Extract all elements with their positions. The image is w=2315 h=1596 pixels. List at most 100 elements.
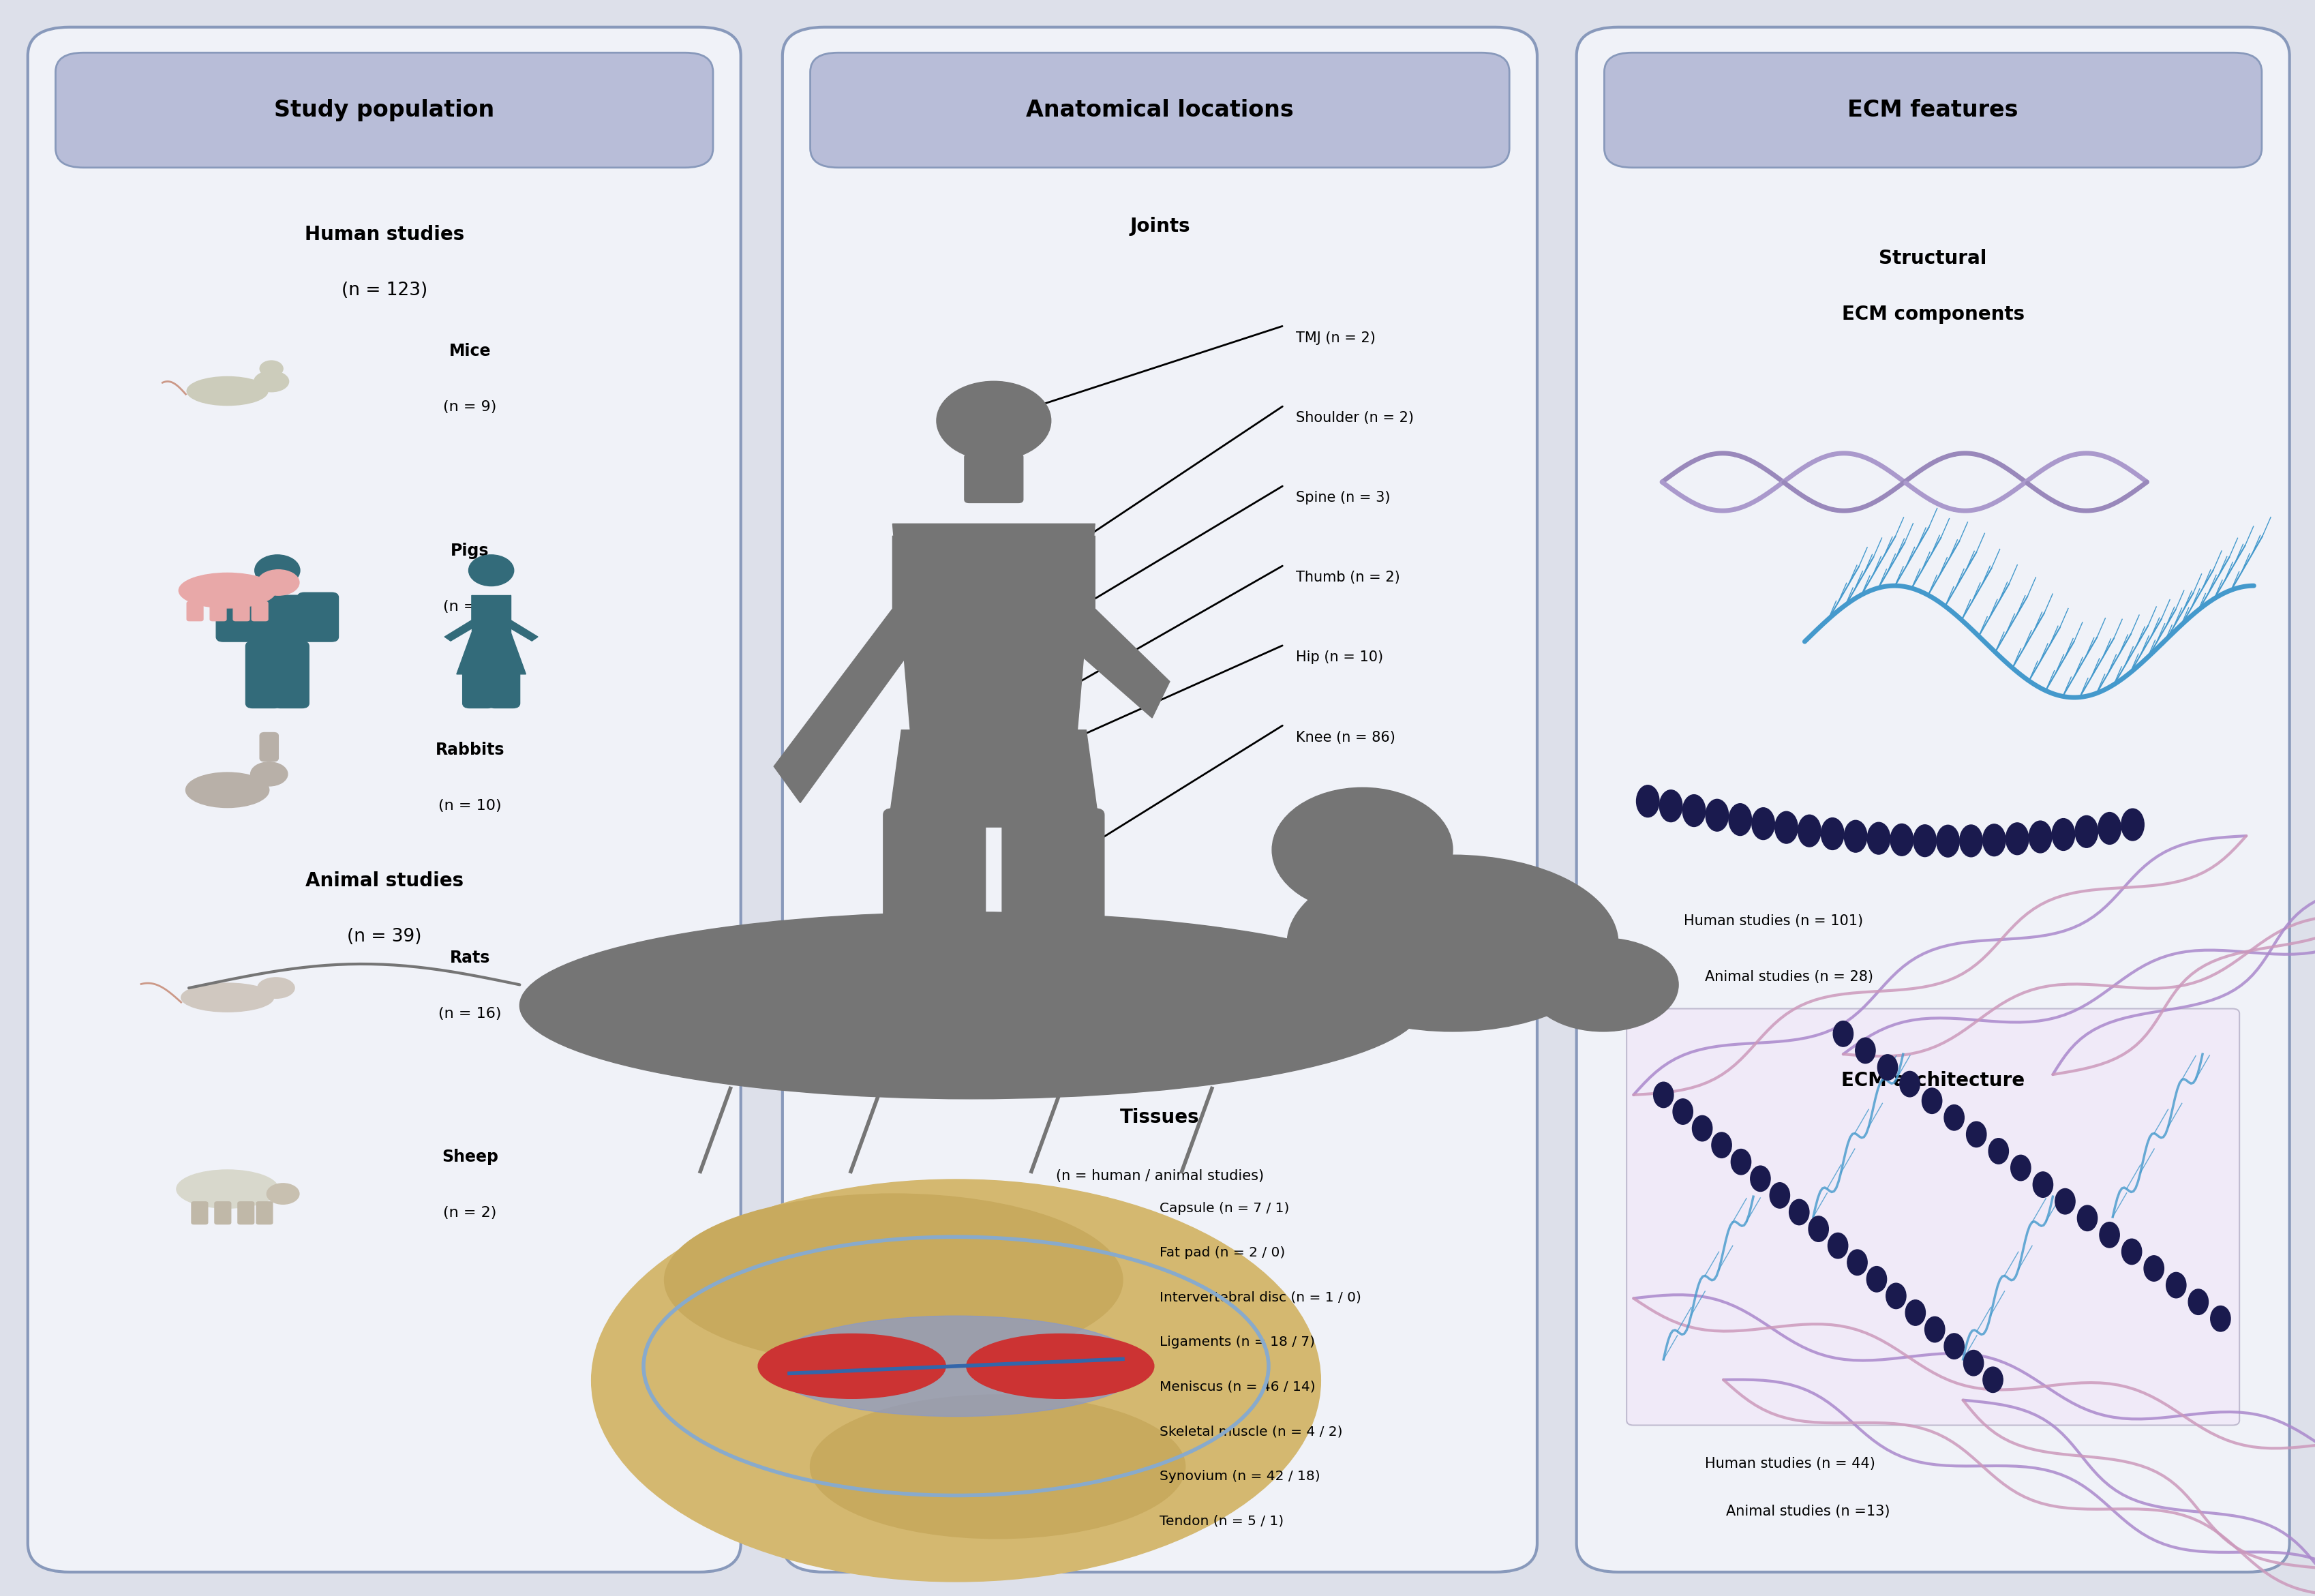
FancyBboxPatch shape	[259, 733, 278, 761]
Ellipse shape	[1660, 790, 1683, 822]
Text: Rats: Rats	[449, 950, 491, 966]
Ellipse shape	[1528, 938, 1678, 1031]
Polygon shape	[472, 595, 512, 632]
Text: Shoulder (n = 2): Shoulder (n = 2)	[1296, 412, 1414, 425]
FancyBboxPatch shape	[488, 669, 521, 709]
Text: Hip (n = 10): Hip (n = 10)	[1296, 651, 1382, 664]
Ellipse shape	[1808, 1216, 1829, 1242]
Ellipse shape	[1877, 1055, 1898, 1080]
Text: (n = 10): (n = 10)	[438, 800, 502, 812]
Ellipse shape	[176, 1170, 278, 1208]
Text: ECM components: ECM components	[1843, 305, 2023, 324]
Ellipse shape	[178, 573, 275, 608]
Ellipse shape	[1683, 795, 1706, 827]
FancyBboxPatch shape	[884, 809, 986, 991]
Text: Spine (n = 3): Spine (n = 3)	[1296, 492, 1389, 504]
Ellipse shape	[1732, 1149, 1750, 1175]
Text: Thumb (n = 2): Thumb (n = 2)	[1296, 571, 1401, 584]
Text: Ligaments (n = 18 / 7): Ligaments (n = 18 / 7)	[1160, 1336, 1315, 1349]
Polygon shape	[456, 632, 526, 674]
Ellipse shape	[2074, 816, 2097, 847]
Ellipse shape	[1752, 808, 1776, 839]
Text: (n = 16): (n = 16)	[438, 1007, 502, 1020]
Text: Skeletal muscle (n = 4 / 2): Skeletal muscle (n = 4 / 2)	[1160, 1425, 1343, 1438]
Ellipse shape	[1924, 1317, 1945, 1342]
Ellipse shape	[1750, 1165, 1771, 1191]
FancyBboxPatch shape	[238, 1202, 255, 1224]
Ellipse shape	[2100, 1223, 2121, 1248]
Ellipse shape	[1637, 785, 1660, 817]
Ellipse shape	[1692, 1116, 1713, 1141]
Ellipse shape	[1653, 1082, 1674, 1108]
FancyBboxPatch shape	[782, 27, 1537, 1572]
Ellipse shape	[1938, 825, 1958, 857]
FancyBboxPatch shape	[56, 53, 713, 168]
Text: Knee (n = 86): Knee (n = 86)	[1296, 731, 1396, 744]
Ellipse shape	[1868, 822, 1889, 854]
Ellipse shape	[2097, 812, 2121, 844]
Circle shape	[468, 555, 514, 586]
Ellipse shape	[181, 983, 273, 1012]
Text: Undefined (n = 12): Undefined (n = 12)	[1296, 871, 1433, 884]
FancyBboxPatch shape	[215, 1202, 232, 1224]
Text: Rabbits: Rabbits	[435, 742, 505, 758]
Ellipse shape	[185, 772, 269, 808]
FancyBboxPatch shape	[252, 602, 269, 621]
Ellipse shape	[1833, 1021, 1854, 1047]
Text: Meniscus (n = 46 / 14): Meniscus (n = 46 / 14)	[1160, 1381, 1315, 1393]
Ellipse shape	[2028, 820, 2051, 852]
Ellipse shape	[2051, 819, 2074, 851]
FancyBboxPatch shape	[296, 592, 338, 642]
Polygon shape	[773, 536, 933, 803]
Text: Synovium (n = 42 / 18): Synovium (n = 42 / 18)	[1160, 1470, 1320, 1483]
Ellipse shape	[1887, 1283, 1905, 1309]
Ellipse shape	[1854, 1037, 1875, 1063]
Ellipse shape	[1963, 1350, 1984, 1376]
Text: Human studies: Human studies	[306, 225, 463, 244]
Text: Stifle (n = 39): Stifle (n = 39)	[1296, 1015, 1396, 1028]
Ellipse shape	[2005, 824, 2028, 855]
Text: ECM features: ECM features	[1847, 99, 2019, 121]
Ellipse shape	[965, 1334, 1153, 1398]
Text: Animal studies: Animal studies	[306, 871, 463, 891]
Ellipse shape	[1901, 1071, 1919, 1096]
Text: Tissues: Tissues	[1120, 1108, 1199, 1127]
Ellipse shape	[255, 372, 289, 391]
FancyBboxPatch shape	[273, 642, 308, 709]
Circle shape	[938, 381, 1051, 460]
Text: Animal studies (n =13): Animal studies (n =13)	[1727, 1505, 1889, 1518]
Text: TMJ (n = 2): TMJ (n = 2)	[1296, 332, 1375, 345]
Text: (n = 9): (n = 9)	[442, 401, 495, 413]
Ellipse shape	[664, 1194, 1123, 1366]
FancyBboxPatch shape	[192, 1202, 208, 1224]
Text: Anatomical locations: Anatomical locations	[1026, 99, 1294, 121]
FancyBboxPatch shape	[1604, 53, 2262, 168]
Ellipse shape	[1866, 1267, 1887, 1293]
Text: (n = 39): (n = 39)	[347, 927, 421, 946]
Ellipse shape	[1847, 1250, 1868, 1275]
Ellipse shape	[1891, 824, 1912, 855]
Ellipse shape	[810, 1395, 1185, 1539]
Circle shape	[255, 555, 301, 586]
Ellipse shape	[1984, 1366, 2002, 1392]
FancyBboxPatch shape	[1577, 27, 2290, 1572]
FancyBboxPatch shape	[188, 602, 204, 621]
Ellipse shape	[1729, 804, 1752, 836]
Ellipse shape	[1711, 1133, 1732, 1159]
Polygon shape	[894, 523, 1095, 729]
FancyBboxPatch shape	[211, 602, 227, 621]
Text: Pigs: Pigs	[451, 543, 488, 559]
FancyBboxPatch shape	[245, 642, 280, 709]
Ellipse shape	[1799, 816, 1822, 847]
Ellipse shape	[2188, 1290, 2209, 1315]
FancyBboxPatch shape	[28, 27, 741, 1572]
Ellipse shape	[2121, 809, 2144, 841]
Text: (n = human / animal studies): (n = human / animal studies)	[1056, 1170, 1264, 1183]
Polygon shape	[498, 595, 537, 642]
Ellipse shape	[2012, 1156, 2030, 1181]
Text: Human studies (n = 44): Human studies (n = 44)	[1704, 1457, 1875, 1470]
FancyBboxPatch shape	[965, 453, 1023, 503]
Text: Mice: Mice	[449, 343, 491, 359]
FancyBboxPatch shape	[234, 602, 250, 621]
Text: Joints: Joints	[1130, 217, 1190, 236]
